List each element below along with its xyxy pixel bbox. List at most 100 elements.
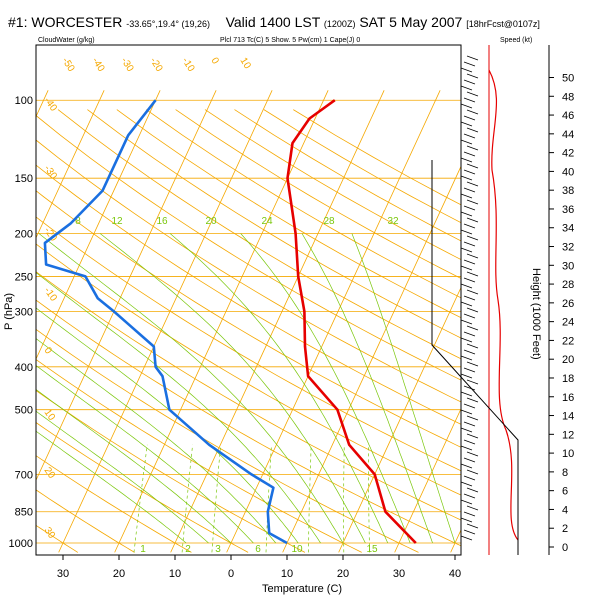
wind-barb (466, 109, 479, 115)
moist-adiabat (99, 233, 366, 544)
moist-adiabat-label: 24 (261, 216, 273, 227)
temperature-tick-label: 30 (393, 568, 405, 580)
wind-barb (460, 265, 473, 271)
moist-adiabat (36, 430, 187, 544)
wind-barb (460, 337, 473, 343)
isotherm-label: -50 (59, 56, 76, 74)
wind-barb (466, 379, 479, 385)
isotherm-line (170, 90, 385, 553)
title-coords: -33.65°,19.4° (19,26) (126, 19, 211, 29)
wind-barb (463, 439, 476, 445)
wind-barb (460, 121, 473, 127)
isotherm-label: -30 (118, 56, 135, 74)
height-tick-label: 38 (562, 185, 574, 197)
wind-barb (460, 193, 473, 199)
pressure-tick-label: 850 (15, 507, 33, 519)
wind-barb (460, 391, 473, 397)
mixing-ratio-label: 15 (366, 544, 378, 555)
cloudwater-label: CloudWater (g/kg) (38, 37, 95, 44)
wind-barb (466, 433, 479, 439)
wind-barb (466, 361, 479, 367)
dry-adiabat-label: 20 (42, 465, 58, 481)
wind-barb (466, 127, 479, 133)
wind-barb (463, 205, 476, 211)
wind-barb (463, 493, 476, 499)
wind-barb (460, 139, 473, 145)
wind-barb (460, 481, 473, 487)
isotherm-label: -20 (147, 56, 164, 74)
title-forecast: [18hrFcst@0107z] (466, 19, 540, 29)
moist-adiabat (169, 233, 389, 544)
wind-barb (463, 385, 476, 391)
temperature-axis-label: Temperature (C) (262, 583, 342, 595)
mixing-ratio-line (343, 444, 345, 553)
wind-barb (463, 241, 476, 247)
wind-barb (463, 79, 476, 85)
isotherm-line (36, 90, 161, 360)
wind-barb (466, 289, 479, 295)
moist-adiabat (36, 338, 277, 544)
wind-barb (460, 85, 473, 91)
height-tick-label: 16 (562, 392, 574, 404)
isotherm-line (114, 90, 329, 553)
terrain-outline (431, 160, 519, 555)
height-tick-label: 22 (562, 335, 574, 347)
moist-adiabat-label: 28 (323, 216, 335, 227)
wind-barb (460, 67, 473, 73)
wind-barb (460, 283, 473, 289)
dry-adiabat (116, 109, 461, 319)
wind-barb (460, 247, 473, 253)
height-tick-label: 42 (562, 148, 574, 160)
wind-barb (463, 259, 476, 265)
mixing-ratio-line (211, 444, 222, 553)
speed-label: Speed (kt) (500, 37, 532, 44)
pressure-axis-label: P (hPa) (3, 293, 15, 330)
wind-barb (463, 475, 476, 481)
dry-adiabat (36, 299, 461, 547)
dry-adiabat-label: -30 (42, 163, 60, 182)
wind-barb (466, 55, 479, 61)
height-tick-label: 18 (562, 373, 574, 385)
height-axis-label: Height (1000 Feet) (530, 268, 542, 360)
wind-barb (466, 487, 479, 493)
height-tick-label: 4 (562, 504, 568, 516)
temperature-profile (286, 99, 417, 544)
title-valid: Valid 1400 LST (225, 14, 321, 30)
height-tick-label: 14 (562, 411, 574, 423)
dewpoint-profile (43, 99, 288, 545)
temperature-tick-label: 0 (228, 568, 234, 580)
isotherm-line (450, 529, 461, 553)
wind-barb (466, 505, 479, 511)
temperature-tick-label: 20 (337, 568, 349, 580)
dry-adiabat (36, 243, 461, 496)
wind-barb (466, 469, 479, 475)
dry-adiabat (36, 216, 461, 472)
height-tick-label: 36 (562, 204, 574, 216)
wind-barb (463, 151, 476, 157)
moist-adiabat (240, 233, 411, 544)
dry-adiabat (36, 190, 461, 448)
wind-barb (463, 313, 476, 319)
wind-barb (463, 331, 476, 337)
pressure-tick-label: 100 (15, 95, 33, 107)
isotherm-label: 10 (237, 56, 252, 72)
wind-barb (460, 319, 473, 325)
wind-barb (466, 199, 479, 205)
wind-barb (460, 427, 473, 433)
wind-barb (460, 445, 473, 451)
moist-adiabat (36, 307, 299, 544)
wind-barb (463, 457, 476, 463)
wind-barb (460, 517, 473, 523)
wind-barb (463, 403, 476, 409)
height-tick-label: 26 (562, 298, 574, 310)
wind-barb (463, 97, 476, 103)
moist-adiabat (301, 233, 433, 544)
isotherm-label: -40 (89, 56, 106, 74)
wind-barb (460, 103, 473, 109)
wind-barb (460, 409, 473, 415)
chart-title: #1: WORCESTER -33.65°,19.4° (19,26) Vali… (8, 14, 540, 30)
height-tick-label: 44 (562, 129, 574, 141)
isotherm-label: 0 (208, 56, 221, 67)
wind-barb (460, 499, 473, 505)
dry-adiabat (36, 422, 249, 553)
